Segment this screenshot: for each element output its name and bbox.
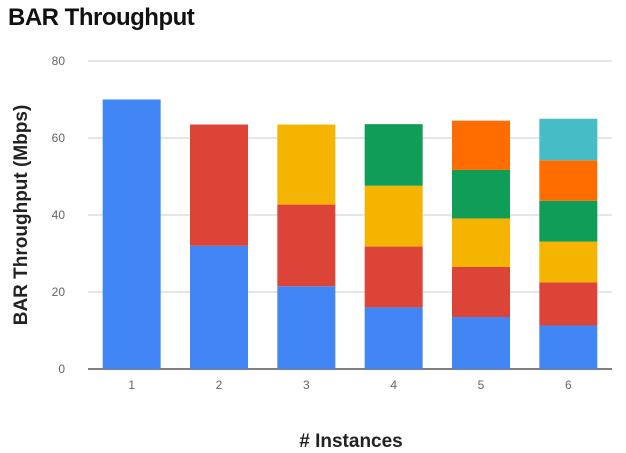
- bar-segment: [277, 286, 336, 369]
- bar-segment: [102, 99, 161, 369]
- gridlines: [88, 60, 612, 370]
- bar-segment: [539, 160, 598, 201]
- y-tick-label: 60: [52, 131, 66, 145]
- x-axis-title: # Instances: [299, 431, 403, 452]
- bar-segment: [452, 317, 510, 369]
- bar-segment: [364, 307, 423, 369]
- bar-segment: [539, 118, 598, 161]
- x-tick-label: 1: [128, 378, 135, 392]
- y-tick-label: 20: [52, 285, 66, 299]
- bar-segment: [539, 325, 598, 369]
- bar-segment: [452, 218, 510, 267]
- bar-segment: [277, 204, 336, 287]
- y-tick-label: 40: [52, 208, 66, 222]
- x-tick-label: 3: [303, 378, 310, 392]
- bar-segment: [364, 185, 423, 247]
- chart-title: BAR Throughput: [8, 4, 195, 31]
- x-tick-label: 4: [390, 378, 397, 392]
- x-tick-label: 5: [478, 378, 485, 392]
- y-tick-label: 0: [58, 362, 65, 376]
- y-tick-labels: 0 20 40 60 80: [52, 54, 66, 376]
- bar-segment: [190, 245, 248, 369]
- bar-segment: [452, 169, 510, 219]
- y-axis-title: BAR Throughput (Mbps): [11, 105, 32, 326]
- bars: [102, 99, 598, 369]
- bar-segment: [539, 200, 598, 242]
- bar-segment: [539, 241, 598, 283]
- bar-segment: [190, 124, 248, 246]
- y-tick-label: 80: [52, 54, 66, 68]
- bar-segment: [452, 266, 510, 318]
- bar-segment: [364, 124, 423, 186]
- bar-segment: [364, 246, 423, 308]
- bar-segment: [539, 282, 598, 326]
- x-tick-label: 6: [565, 378, 572, 392]
- bar-segment: [452, 120, 510, 170]
- x-tick-label: 2: [216, 378, 223, 392]
- bar-segment: [277, 124, 336, 205]
- x-tick-labels: 1 2 3 4 5 6: [128, 378, 572, 392]
